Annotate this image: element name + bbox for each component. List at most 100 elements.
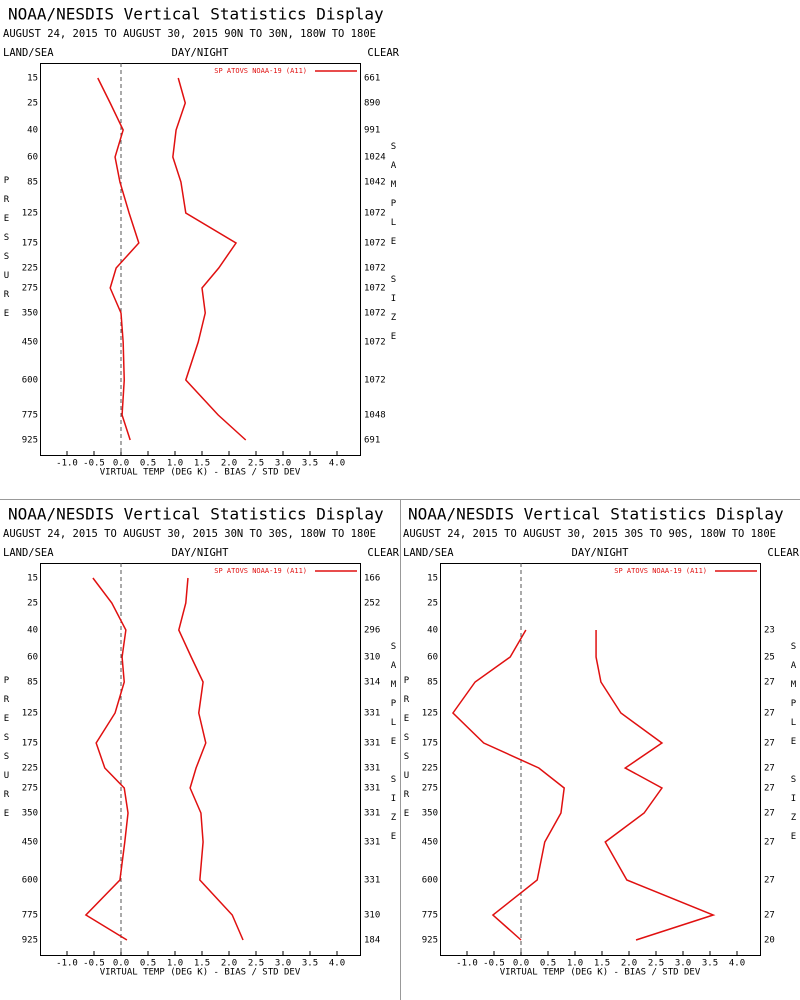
x-tick-label: 1.0 [567,959,583,969]
x-axis-label: VIRTUAL TEMP (DEG K) - BIAS / STD DEV [500,968,701,978]
series-line [177,577,244,941]
sample-size-label: 1024 [364,153,386,163]
y-axis-label: PRESSURE [2,176,12,328]
x-tick-label: 3.5 [302,959,318,969]
sample-size-label: 314 [364,678,380,688]
title: NOAA/NESDIS Vertical Statistics Display [8,5,384,24]
x-tick-label: 3.0 [675,959,691,969]
sample-size-label: 184 [364,936,380,946]
day-night-label: DAY/NIGHT [572,547,630,559]
x-tick-label: 0.0 [113,959,129,969]
x-tick-label: 1.5 [194,959,210,969]
sample-size-label: 27 [764,784,775,794]
series-line [84,577,129,941]
x-axis-label: VIRTUAL TEMP (DEG K) - BIAS / STD DEV [100,468,301,478]
plot-frame [440,563,761,956]
y-tick-label: 350 [22,809,38,819]
sample-size-label: 296 [364,626,380,636]
x-tick-label: -0.5 [83,959,105,969]
legend-label: SP ATOVS NOAA-19 (A11) [214,567,307,575]
day-night-label: DAY/NIGHT [172,547,230,559]
sample-size-label: 331 [364,876,380,886]
y2-axis-label: SAMPLE SIZE [789,642,799,851]
title: NOAA/NESDIS Vertical Statistics Display [408,505,784,524]
sample-size-label: 1042 [364,178,386,188]
sample-size-label: 1072 [364,309,386,319]
y-tick-label: 25 [27,599,38,609]
y-tick-label: 125 [22,709,38,719]
x-tick-label: 0.5 [540,959,556,969]
y-tick-label: 15 [27,574,38,584]
sample-size-label: 331 [364,739,380,749]
x-tick-label: 1.0 [167,959,183,969]
y-tick-label: 925 [22,436,38,446]
sample-size-label: 1072 [364,338,386,348]
sample-size-label: 1072 [364,376,386,386]
y-tick-label: 600 [22,876,38,886]
x-tick-label: -0.5 [483,959,505,969]
clear-label: CLEAR [367,547,399,559]
sample-size-label: 331 [364,809,380,819]
x-tick-label: 2.5 [248,459,264,469]
x-tick-label: 3.5 [302,459,318,469]
series-line [97,77,140,441]
x-tick-label: 2.0 [221,959,237,969]
y-tick-label: 275 [422,784,438,794]
y-tick-label: 125 [422,709,438,719]
clear-label: CLEAR [767,547,799,559]
y-tick-label: 40 [27,626,38,636]
y-tick-label: 925 [22,936,38,946]
sample-size-label: 991 [364,126,380,136]
y-tick-label: 775 [22,411,38,421]
legend-label: SP ATOVS NOAA-19 (A11) [214,67,307,75]
y-tick-label: 60 [27,653,38,663]
x-tick-label: 1.0 [167,459,183,469]
x-tick-label: -0.5 [83,459,105,469]
sample-size-label: 27 [764,809,775,819]
sample-size-label: 27 [764,911,775,921]
y-tick-label: 925 [422,936,438,946]
y-tick-label: 775 [422,911,438,921]
sample-size-label: 23 [764,626,775,636]
y-tick-label: 225 [22,264,38,274]
series-line [172,77,247,441]
sample-size-label: 27 [764,739,775,749]
sample-size-label: 310 [364,653,380,663]
y-tick-label: 85 [27,178,38,188]
legend-label: SP ATOVS NOAA-19 (A11) [614,567,707,575]
sample-size-label: 27 [764,709,775,719]
sample-size-label: 331 [364,709,380,719]
y-tick-label: 225 [22,764,38,774]
sample-size-label: 27 [764,678,775,688]
y-tick-label: 175 [22,739,38,749]
x-axis-label: VIRTUAL TEMP (DEG K) - BIAS / STD DEV [100,968,301,978]
y-tick-label: 600 [422,876,438,886]
sample-size-label: 1072 [364,239,386,249]
x-tick-label: 2.0 [221,459,237,469]
y2-axis-label: SAMPLE SIZE [389,142,399,351]
title: NOAA/NESDIS Vertical Statistics Display [8,505,384,524]
x-tick-label: 4.0 [329,959,345,969]
sample-size-label: 1072 [364,264,386,274]
sample-size-label: 25 [764,653,775,663]
y-tick-label: 775 [22,911,38,921]
subtitle: AUGUST 24, 2015 TO AUGUST 30, 2015 30N T… [3,528,376,540]
sample-size-label: 331 [364,784,380,794]
x-tick-label: 0.0 [513,959,529,969]
y-tick-label: 275 [22,284,38,294]
y-tick-label: 40 [27,126,38,136]
x-tick-label: -1.0 [456,959,478,969]
y-tick-label: 125 [22,209,38,219]
y-tick-label: 450 [22,338,38,348]
y-tick-label: 275 [22,784,38,794]
y-tick-label: 350 [422,809,438,819]
y-axis-label: PRESSURE [402,676,412,828]
sample-size-label: 27 [764,764,775,774]
sample-size-label: 27 [764,838,775,848]
subtitle: AUGUST 24, 2015 TO AUGUST 30, 2015 90N T… [3,28,376,40]
sample-size-label: 20 [764,936,775,946]
y-tick-label: 225 [422,764,438,774]
plot-frame [40,63,361,456]
x-tick-label: 0.5 [140,459,156,469]
x-tick-label: 1.5 [594,959,610,969]
